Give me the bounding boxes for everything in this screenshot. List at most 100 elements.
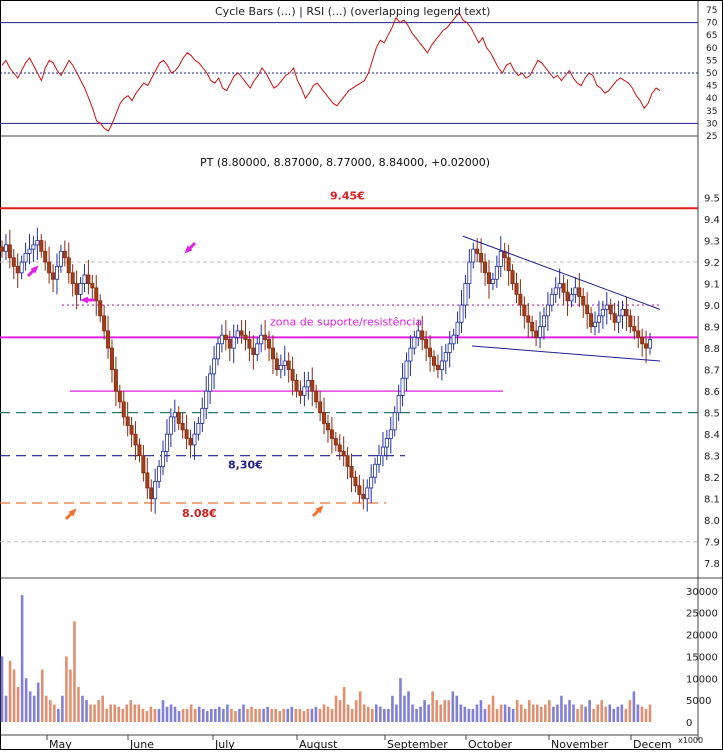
candle-body	[553, 287, 558, 295]
volume-bar	[342, 687, 346, 722]
candle-body	[117, 390, 122, 403]
candle-body	[219, 334, 224, 345]
candle-body	[113, 369, 118, 392]
volume-bar	[523, 708, 527, 722]
axes: 75 70 65 60 55 50 45 40 35 30 25 9.5 9.4 9.3 9.2 9.1 9.0…	[46, 6, 720, 751]
volume-bar	[282, 708, 286, 722]
volume-bar	[222, 708, 225, 722]
volume-bar	[370, 708, 374, 722]
volume-bar	[407, 691, 410, 722]
month-label: June	[129, 738, 154, 750]
month-label: August	[299, 738, 338, 750]
candle-body	[624, 308, 629, 317]
volume-bar	[604, 706, 608, 722]
price-tick-label: 8.0	[704, 516, 720, 527]
candle-body	[345, 455, 350, 467]
volume-bar	[57, 708, 60, 722]
volume-bar	[258, 708, 261, 722]
volume-bar	[544, 704, 547, 722]
volume-bar	[129, 700, 133, 722]
volume-bar	[588, 700, 591, 722]
volume-bar	[137, 704, 141, 722]
indicator-panel	[0, 11, 698, 132]
volume-bar	[387, 708, 390, 722]
candle-body	[526, 315, 531, 323]
annotation-arrow-head	[315, 505, 324, 514]
volume-bar	[580, 704, 583, 722]
candle-body	[294, 379, 299, 392]
volume-bar	[531, 704, 535, 722]
volume-bar	[576, 708, 579, 722]
volume-bar	[145, 711, 149, 722]
candle-body	[353, 476, 358, 487]
candle-body	[467, 261, 472, 284]
volume-tick-label: 5000	[686, 696, 711, 707]
candle-body	[648, 339, 653, 349]
candle-body	[176, 412, 181, 424]
volume-tick-label: 15000	[686, 652, 718, 663]
volume-bar	[495, 708, 499, 722]
candle-body	[392, 412, 397, 431]
volume-bar	[334, 695, 338, 722]
candle-body	[161, 450, 166, 467]
price-tick-label: 8.4	[704, 430, 720, 441]
candle-body	[227, 339, 232, 349]
volume-bar	[125, 704, 129, 722]
volume-bar	[201, 708, 205, 722]
price-tick-label: 8.2	[704, 473, 720, 484]
volume-bar	[286, 708, 290, 722]
volume-bar	[266, 706, 269, 722]
candle-body	[357, 485, 362, 495]
volume-bar	[391, 695, 394, 722]
candle-body	[620, 308, 625, 317]
volume-bar	[540, 706, 543, 722]
candle-body	[137, 444, 142, 457]
candle-body	[341, 450, 346, 457]
price-tick-label: 8.1	[704, 495, 720, 506]
candle-body	[39, 240, 44, 252]
volume-bar	[395, 704, 398, 722]
price-tick-label: 9.0	[704, 301, 720, 312]
candle-body	[475, 248, 480, 254]
volume-bar	[81, 695, 84, 722]
volume-bar	[274, 708, 277, 722]
candle-body	[0, 246, 4, 252]
candle-body	[514, 283, 519, 295]
candle-body	[329, 429, 334, 439]
candle-body	[369, 476, 374, 489]
volume-bar	[0, 656, 4, 722]
candle-body	[565, 291, 570, 302]
candle-body	[145, 472, 150, 489]
volume-bar	[612, 708, 616, 722]
volume-bar	[560, 695, 563, 722]
volume-bar	[153, 708, 157, 722]
candle-body	[396, 395, 401, 414]
candle-body	[314, 390, 319, 403]
candle-body	[239, 330, 244, 336]
candle-body	[616, 315, 621, 323]
candle-body	[66, 257, 71, 274]
volume-tick-label: 25000	[686, 609, 718, 620]
price-tick-label: 7.8	[704, 559, 720, 570]
volume-bar	[487, 704, 491, 722]
candle-body	[325, 423, 330, 431]
annotation-arrow-head	[30, 265, 39, 274]
volume-bar	[4, 695, 8, 722]
candle-body	[412, 336, 417, 349]
volume-bar	[133, 704, 137, 722]
volume-bar	[93, 704, 96, 722]
candle-body	[270, 347, 275, 360]
candle-body	[443, 352, 448, 362]
volume-bar	[358, 691, 362, 722]
volume-bar	[205, 711, 209, 722]
volume-bar	[447, 700, 451, 722]
volume-bar	[536, 704, 539, 722]
volume-bar	[451, 691, 455, 722]
volume-bar	[61, 695, 64, 722]
price-tick-label: 8.8	[704, 344, 720, 355]
volume-bar	[173, 706, 177, 722]
volume-bar	[527, 700, 531, 722]
candle-body	[43, 250, 48, 263]
